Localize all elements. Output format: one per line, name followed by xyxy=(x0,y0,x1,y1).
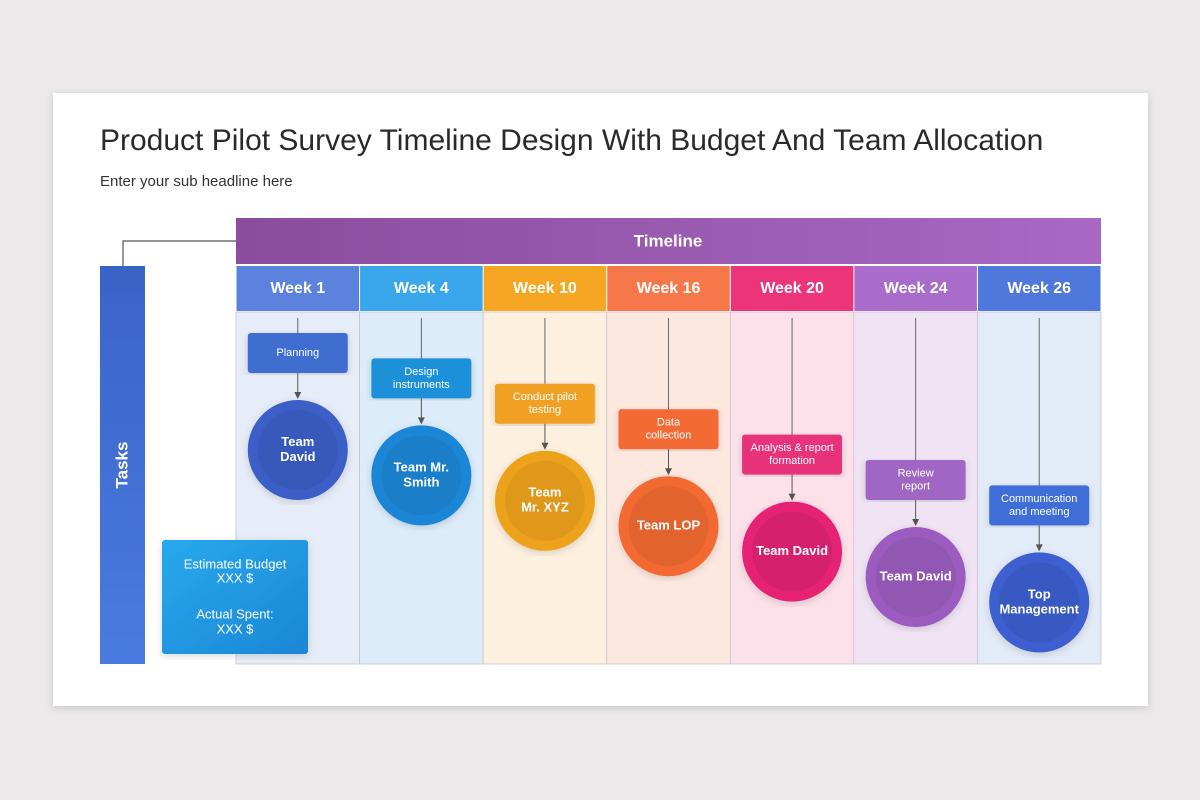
arrow-head xyxy=(912,519,920,526)
task-label: Conduct pilot xyxy=(513,391,577,403)
team-circle xyxy=(494,450,595,551)
task-label: Data xyxy=(657,417,681,429)
team-label: Smith xyxy=(403,474,439,489)
team-label: Team xyxy=(528,485,561,500)
timeline-label: Timeline xyxy=(634,231,703,250)
team-label: Team LOP xyxy=(637,518,701,533)
week-label: Week 1 xyxy=(270,280,325,297)
budget-line: XXX $ xyxy=(217,621,255,636)
tasks-bar xyxy=(100,266,145,664)
team-circle xyxy=(247,400,348,500)
team-label: Team Mr. xyxy=(394,459,449,474)
task-label: Design xyxy=(404,366,438,378)
arrow-head xyxy=(788,493,796,501)
week-header xyxy=(360,266,483,311)
team-circle xyxy=(618,476,719,577)
team-circle xyxy=(865,527,966,627)
team-label: Top xyxy=(1028,586,1051,601)
week-header xyxy=(607,266,730,311)
budget-line: Estimated Budget xyxy=(184,556,287,571)
week-label: Week 24 xyxy=(884,280,948,297)
team-circle xyxy=(989,552,1090,653)
week-label: Week 16 xyxy=(637,280,701,297)
task-label: Planning xyxy=(276,347,319,359)
team-label: Management xyxy=(999,601,1079,616)
connector xyxy=(122,240,236,266)
task-box xyxy=(371,358,472,399)
team-circle-inner xyxy=(257,410,338,490)
team-circle-inner xyxy=(504,460,585,541)
task-label: report xyxy=(901,480,930,492)
week-label: Week 10 xyxy=(513,280,577,297)
arrow-head xyxy=(665,468,672,476)
team-label: Team David xyxy=(880,568,952,583)
task-label: testing xyxy=(529,404,561,416)
week-header xyxy=(483,266,607,311)
week-header xyxy=(977,266,1101,311)
task-box xyxy=(494,383,595,424)
tasks-label: Tasks xyxy=(112,442,131,489)
team-circle-inner xyxy=(999,562,1080,643)
subtitle: Enter your sub headline here xyxy=(100,173,293,190)
team-label: Team David xyxy=(756,543,828,558)
task-label: Review xyxy=(898,467,934,479)
team-circle-inner xyxy=(628,486,709,567)
task-box xyxy=(989,485,1090,526)
team-circle xyxy=(742,501,843,602)
week-header xyxy=(854,266,977,311)
task-label: collection xyxy=(646,430,692,442)
week-header xyxy=(730,266,854,311)
week-label: Week 26 xyxy=(1007,280,1071,297)
budget-line: Actual Spent: xyxy=(196,606,273,621)
arrow-head xyxy=(417,417,425,425)
team-circle xyxy=(371,425,472,526)
budget-line: XXX $ xyxy=(217,570,255,585)
team-label: David xyxy=(280,449,315,464)
task-box xyxy=(618,409,719,450)
arrow-head xyxy=(541,442,549,450)
week-label: Week 4 xyxy=(394,280,449,297)
timeline-bar xyxy=(236,218,1101,264)
team-label: Mr. XYZ xyxy=(521,500,569,515)
team-circle-inner xyxy=(875,537,956,617)
arrow-head xyxy=(1035,544,1043,552)
team-circle-inner xyxy=(752,511,833,592)
team-label: Team xyxy=(281,434,314,449)
title: Product Pilot Survey Timeline Design Wit… xyxy=(100,124,1043,157)
task-label: and meeting xyxy=(1009,506,1070,518)
task-box xyxy=(742,434,843,475)
task-label: formation xyxy=(769,455,815,467)
arrow-head xyxy=(294,392,302,399)
task-box xyxy=(247,333,348,373)
task-label: Analysis & report xyxy=(750,442,833,454)
team-circle-inner xyxy=(381,435,462,516)
week-label: Week 20 xyxy=(760,280,824,297)
week-header xyxy=(236,266,360,311)
task-label: Communication xyxy=(1001,493,1077,505)
task-box xyxy=(865,460,966,500)
budget-box xyxy=(162,540,308,654)
task-label: instruments xyxy=(393,379,450,391)
